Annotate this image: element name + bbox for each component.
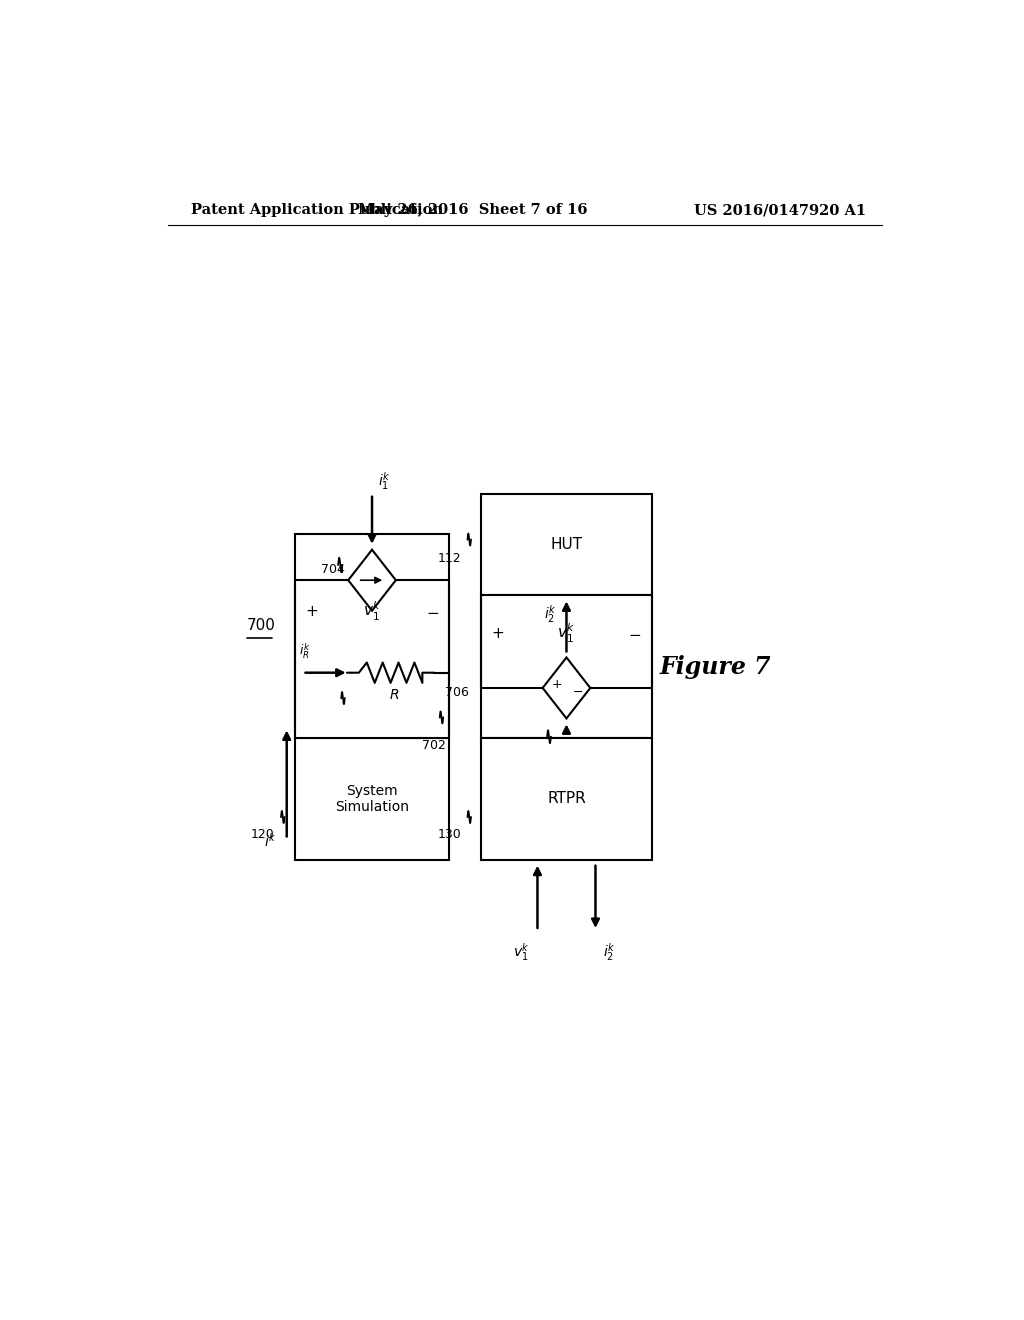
Text: 706: 706 (445, 685, 469, 698)
Text: 700: 700 (247, 619, 275, 634)
Text: May 26, 2016  Sheet 7 of 16: May 26, 2016 Sheet 7 of 16 (358, 203, 588, 216)
Text: $i_1^k$: $i_1^k$ (379, 470, 391, 491)
Text: $i_2^k$: $i_2^k$ (544, 603, 557, 626)
Text: +: + (492, 627, 504, 642)
Text: +: + (305, 605, 317, 619)
Text: 702: 702 (422, 739, 445, 752)
Text: $i_R^k$: $i_R^k$ (299, 642, 310, 660)
Text: $v_1^k$: $v_1^k$ (362, 601, 381, 623)
Text: $-$: $-$ (426, 605, 439, 619)
Text: $v_1^k$: $v_1^k$ (557, 622, 575, 645)
Text: $-$: $-$ (629, 627, 641, 642)
Text: System
Simulation: System Simulation (335, 784, 409, 814)
Bar (481, 738, 652, 859)
Text: $v_1^k$: $v_1^k$ (513, 941, 529, 962)
Bar (481, 494, 652, 595)
Text: Figure 7: Figure 7 (659, 655, 771, 678)
Text: HUT: HUT (551, 537, 583, 552)
Bar (295, 535, 450, 738)
Bar (295, 738, 450, 859)
Text: 120: 120 (251, 829, 274, 841)
Text: 704: 704 (321, 562, 345, 576)
Text: $i_2^k$: $i_2^k$ (603, 941, 616, 962)
Text: RTPR: RTPR (547, 791, 586, 807)
Text: 130: 130 (437, 829, 461, 841)
Text: $i^k$: $i^k$ (264, 832, 278, 850)
Text: Patent Application Publication: Patent Application Publication (191, 203, 443, 216)
Polygon shape (543, 657, 590, 718)
Text: 112: 112 (437, 552, 461, 565)
Polygon shape (348, 549, 396, 611)
Text: $R$: $R$ (389, 688, 399, 702)
Text: US 2016/0147920 A1: US 2016/0147920 A1 (694, 203, 866, 216)
Text: +: + (552, 678, 562, 692)
Bar (481, 595, 652, 738)
Text: $-$: $-$ (571, 685, 583, 697)
